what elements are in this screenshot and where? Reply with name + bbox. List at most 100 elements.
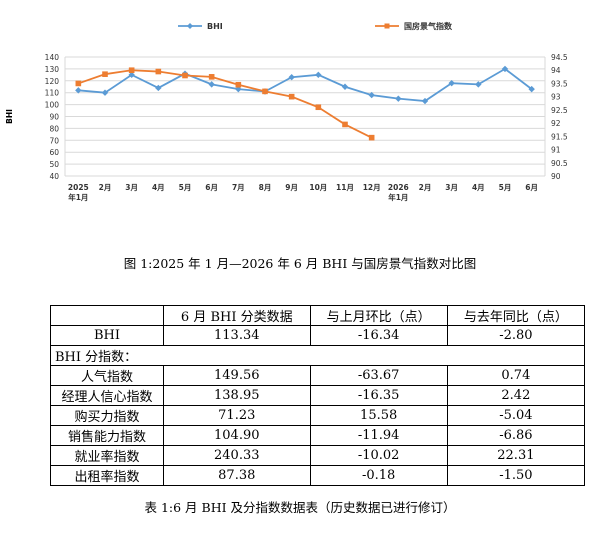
legend-label: BHI [207, 22, 223, 31]
bhi-point [288, 74, 295, 81]
table-cell: 240.33 [163, 445, 311, 466]
bhi-data-table: 6 月 BHI 分类数据 与上月环比（点） 与去年同比（点） BHI 113.34 -1… [50, 305, 586, 486]
bhi-point [101, 89, 109, 96]
guofang-point [128, 67, 135, 74]
table-header-row: 6 月 BHI 分类数据 与上月环比（点） 与去年同比（点） [50, 305, 586, 326]
table-row: 经理人信心指数 138.95 -16.35 2.42 [50, 385, 586, 406]
table-cell: 138.95 [163, 385, 311, 406]
bhi-point [341, 83, 349, 90]
y-left-tick-label: 80 [49, 124, 59, 133]
y-right-tick-label: 91.5 [551, 132, 568, 141]
bhi-point [421, 97, 429, 105]
table-cell: 15.58 [309, 405, 448, 426]
table-header-cell: 与去年同比（点） [446, 305, 586, 326]
guofang-point [182, 72, 188, 79]
table-row: 就业率指数 240.33 -10.02 22.31 [50, 445, 586, 466]
x-tick-label: 7月 [232, 183, 245, 192]
table-row-label: BHI [50, 325, 164, 346]
y-left-tick-label: 90 [49, 113, 59, 122]
table-cell: -16.34 [309, 325, 448, 346]
table-cell: 71.23 [163, 405, 311, 426]
legend-marker [384, 23, 390, 29]
bhi-point [155, 84, 162, 92]
table-cell: 22.31 [446, 445, 586, 466]
guofang-point [235, 81, 242, 88]
table-row-label: 销售能力指数 [50, 425, 164, 446]
table-cell: 87.38 [163, 465, 311, 486]
y-left-tick-label: 60 [49, 148, 59, 157]
y-right-tick-label: 94.5 [551, 53, 568, 62]
bhi-point [528, 85, 535, 93]
x-tick-label: 10月 [309, 183, 327, 192]
bhi-point [75, 87, 82, 94]
table-cell: -5.04 [446, 405, 586, 426]
bhi-point [208, 81, 215, 88]
x-tick-label: 12月 [363, 183, 381, 192]
x-tick-label: 8月 [259, 183, 272, 192]
table-cell: -1.50 [446, 465, 586, 486]
table-row: BHI 分指数： [50, 345, 585, 366]
y-left-tick-label: 140 [45, 53, 60, 62]
table-row-label: 出租率指数 [50, 465, 164, 486]
table-cell: 149.56 [163, 365, 311, 386]
x-tick-label: 4月 [152, 183, 165, 192]
table-cell: -63.67 [309, 365, 448, 386]
table-header-cell: 6 月 BHI 分类数据 [163, 305, 311, 326]
y-left-tick-label: 50 [49, 160, 59, 169]
y-right-tick-label: 92.5 [551, 106, 568, 115]
x-tick-label: 9月 [285, 183, 298, 192]
table-section-label: BHI 分指数： [50, 345, 585, 366]
table-cell: -0.18 [309, 465, 448, 486]
guofang-point [368, 134, 375, 141]
series-line-guofang [78, 69, 373, 139]
x-tick-label: 3月 [125, 183, 138, 192]
bhi-point [368, 91, 375, 99]
y-right-tick-label: 90.5 [551, 159, 568, 168]
guofang-point [342, 121, 348, 128]
table-row-label: 人气指数 [50, 365, 164, 386]
guofang-point [288, 93, 295, 100]
series-line-bhi [78, 67, 533, 102]
x-tick-label: 2026 年1月 [388, 183, 409, 202]
table-cell: -10.02 [309, 445, 448, 466]
y-right-tick-label: 91 [551, 146, 561, 155]
y-left-tick-label: 70 [49, 136, 59, 145]
bhi-point [448, 79, 455, 87]
x-tick-label: 2月 [99, 183, 112, 192]
guofang-point [315, 104, 322, 111]
table-cell: 2.42 [446, 385, 586, 406]
table-cell: -16.35 [309, 385, 448, 406]
table-row: 人气指数 149.56 -63.67 0.74 [50, 365, 586, 386]
y-left-axis-label: BHI [5, 109, 14, 124]
x-tick-label: 4月 [472, 183, 485, 192]
x-tick-label: 6月 [205, 183, 218, 192]
x-tick-label: 5月 [179, 183, 192, 192]
table-cell: -6.86 [446, 425, 586, 446]
guofang-point [208, 74, 215, 80]
y-left-tick-label: 130 [45, 65, 60, 74]
table-cell: -2.80 [446, 325, 586, 346]
y-right-tick-label: 92 [551, 119, 561, 128]
x-tick-label: 2月 [419, 183, 432, 192]
table-cell: 113.34 [163, 325, 311, 346]
line-chart: 40 50 60 70 80 90 100 110 120 130 140 90 90.5 91 91.5 9… [5, 21, 568, 202]
bhi-point [501, 65, 509, 73]
table-row: BHI 113.34 -16.34 -2.80 [50, 325, 586, 346]
x-tick-label: 11月 [336, 183, 354, 192]
y-left-tick-label: 40 [49, 172, 59, 181]
y-right-tick-label: 93 [551, 93, 561, 102]
y-left-tick-label: 120 [45, 77, 60, 86]
y-right-tick-label: 93.5 [551, 79, 568, 88]
y-right-tick-label: 94 [551, 66, 561, 75]
table-cell: -11.94 [309, 425, 448, 446]
x-tick-label: 2025 年1月 [68, 183, 89, 202]
y-right-tick-label: 90 [551, 172, 561, 181]
table-row-label: 经理人信心指数 [50, 385, 164, 406]
legend-label: 国房景气指数 [404, 21, 453, 31]
table-header-blank [50, 305, 164, 326]
y-left-tick-label: 110 [45, 89, 60, 98]
x-tick-label: 3月 [445, 183, 458, 192]
bhi-point [315, 71, 322, 79]
table-row: 购买力指数 71.23 15.58 -5.04 [50, 405, 586, 426]
table-row-label: 购买力指数 [50, 405, 164, 426]
